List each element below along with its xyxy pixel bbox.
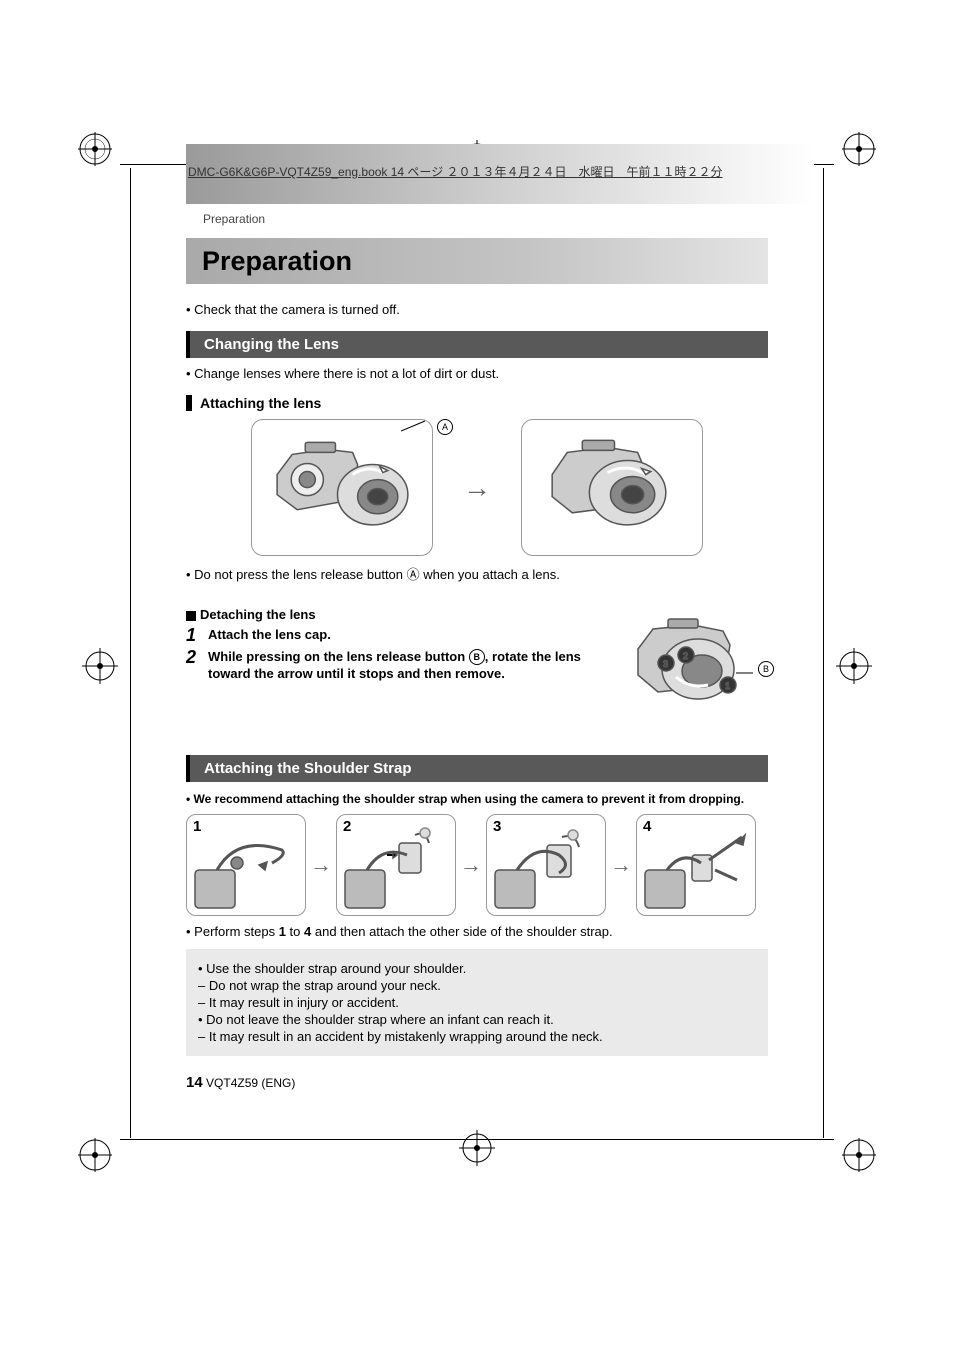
reg-dot-tr xyxy=(842,132,876,166)
figure-camera-lens-attach-1 xyxy=(251,419,433,556)
strap-num-2: 2 xyxy=(343,818,351,835)
arrow-icon: → xyxy=(310,852,332,878)
strap-recommend: • We recommend attaching the shoulder st… xyxy=(186,792,768,806)
lens-release-note: • Do not press the lens release button Ⓐ… xyxy=(186,564,768,583)
label-a-callout: A xyxy=(401,417,453,437)
step-1-text: Attach the lens cap. xyxy=(208,626,331,646)
strap-step-3: 3 xyxy=(486,814,606,916)
strap-step-4: 4 xyxy=(636,814,756,916)
arrow-icon: → xyxy=(460,852,482,878)
figure-camera-lens-attach-2 xyxy=(521,419,703,556)
section-changing-lens: Changing the Lens xyxy=(186,331,768,358)
doc-code: VQT4Z59 (ENG) xyxy=(206,1076,295,1090)
note-line-2: – Do not wrap the strap around your neck… xyxy=(198,978,756,993)
step-2-text: While pressing on the lens release butto… xyxy=(208,648,610,683)
reg-dot-tl xyxy=(78,132,112,166)
header-file-line: DMC-G6K&G6P-VQT4Z59_eng.book 14 ページ ２０１３… xyxy=(188,163,723,180)
perform-steps-line: • Perform steps 1 to 4 and then attach t… xyxy=(186,924,768,939)
warning-note-box: • Use the shoulder strap around your sho… xyxy=(186,949,768,1056)
note-line-3: – It may result in injury or accident. xyxy=(198,995,756,1010)
strap-num-4: 4 xyxy=(643,818,651,835)
reg-mark-left xyxy=(82,648,118,684)
strap-steps-row: 1 → 2 → 3 → 4 xyxy=(186,814,768,916)
intro-bullet: • Check that the camera is turned off. xyxy=(186,302,768,317)
page-number: 14 xyxy=(186,1074,203,1091)
section-shoulder-strap: Attaching the Shoulder Strap xyxy=(186,755,768,782)
note-line-1: • Use the shoulder strap around your sho… xyxy=(198,961,756,976)
detaching-lens-label: Detaching the lens xyxy=(200,607,316,622)
note-line-5: – It may result in an accident by mistak… xyxy=(198,1029,756,1044)
page-title: Preparation xyxy=(202,246,352,277)
strap-num-3: 3 xyxy=(493,818,501,835)
inline-circ-b: B xyxy=(469,649,485,665)
attach-lens-figures: A → xyxy=(186,419,768,556)
breadcrumb: Preparation xyxy=(203,212,265,226)
crop-line-bottom xyxy=(120,1139,834,1140)
main-content: • Check that the camera is turned off. C… xyxy=(186,298,768,1056)
detach-step-2: 2 While pressing on the lens release but… xyxy=(186,648,610,683)
arrow-icon: → xyxy=(463,472,491,504)
label-a: A xyxy=(437,419,453,435)
crop-line-right xyxy=(823,168,824,1138)
crop-line-left xyxy=(130,168,131,1138)
page-footer: 14 VQT4Z59 (ENG) xyxy=(186,1074,295,1091)
svg-text:3: 3 xyxy=(663,659,668,669)
label-b: B xyxy=(758,661,774,677)
title-bar: Preparation xyxy=(186,238,768,284)
reg-mark-right xyxy=(836,648,872,684)
reg-dot-br xyxy=(842,1138,876,1172)
reg-mark-bottom xyxy=(459,1130,495,1166)
note-line-4: • Do not leave the shoulder strap where … xyxy=(198,1012,756,1027)
step-number-1: 1 xyxy=(186,626,208,646)
strap-step-1: 1 xyxy=(186,814,306,916)
reg-dot-bl xyxy=(78,1138,112,1172)
detach-step-1: 1 Attach the lens cap. xyxy=(186,626,610,646)
sub-attaching-lens: Attaching the lens xyxy=(186,395,768,411)
step-number-2: 2 xyxy=(186,648,208,683)
figure-camera-detach: 3 2 1 B xyxy=(618,607,768,717)
page-header-gradient: DMC-G6K&G6P-VQT4Z59_eng.book 14 ページ ２０１３… xyxy=(186,144,814,204)
strap-step-2: 2 xyxy=(336,814,456,916)
svg-text:1: 1 xyxy=(725,681,730,691)
square-bullet-icon xyxy=(186,611,196,621)
lens-bullet: • Change lenses where there is not a lot… xyxy=(186,366,768,381)
strap-num-1: 1 xyxy=(193,818,201,835)
arrow-icon: → xyxy=(610,852,632,878)
svg-text:2: 2 xyxy=(683,651,688,661)
